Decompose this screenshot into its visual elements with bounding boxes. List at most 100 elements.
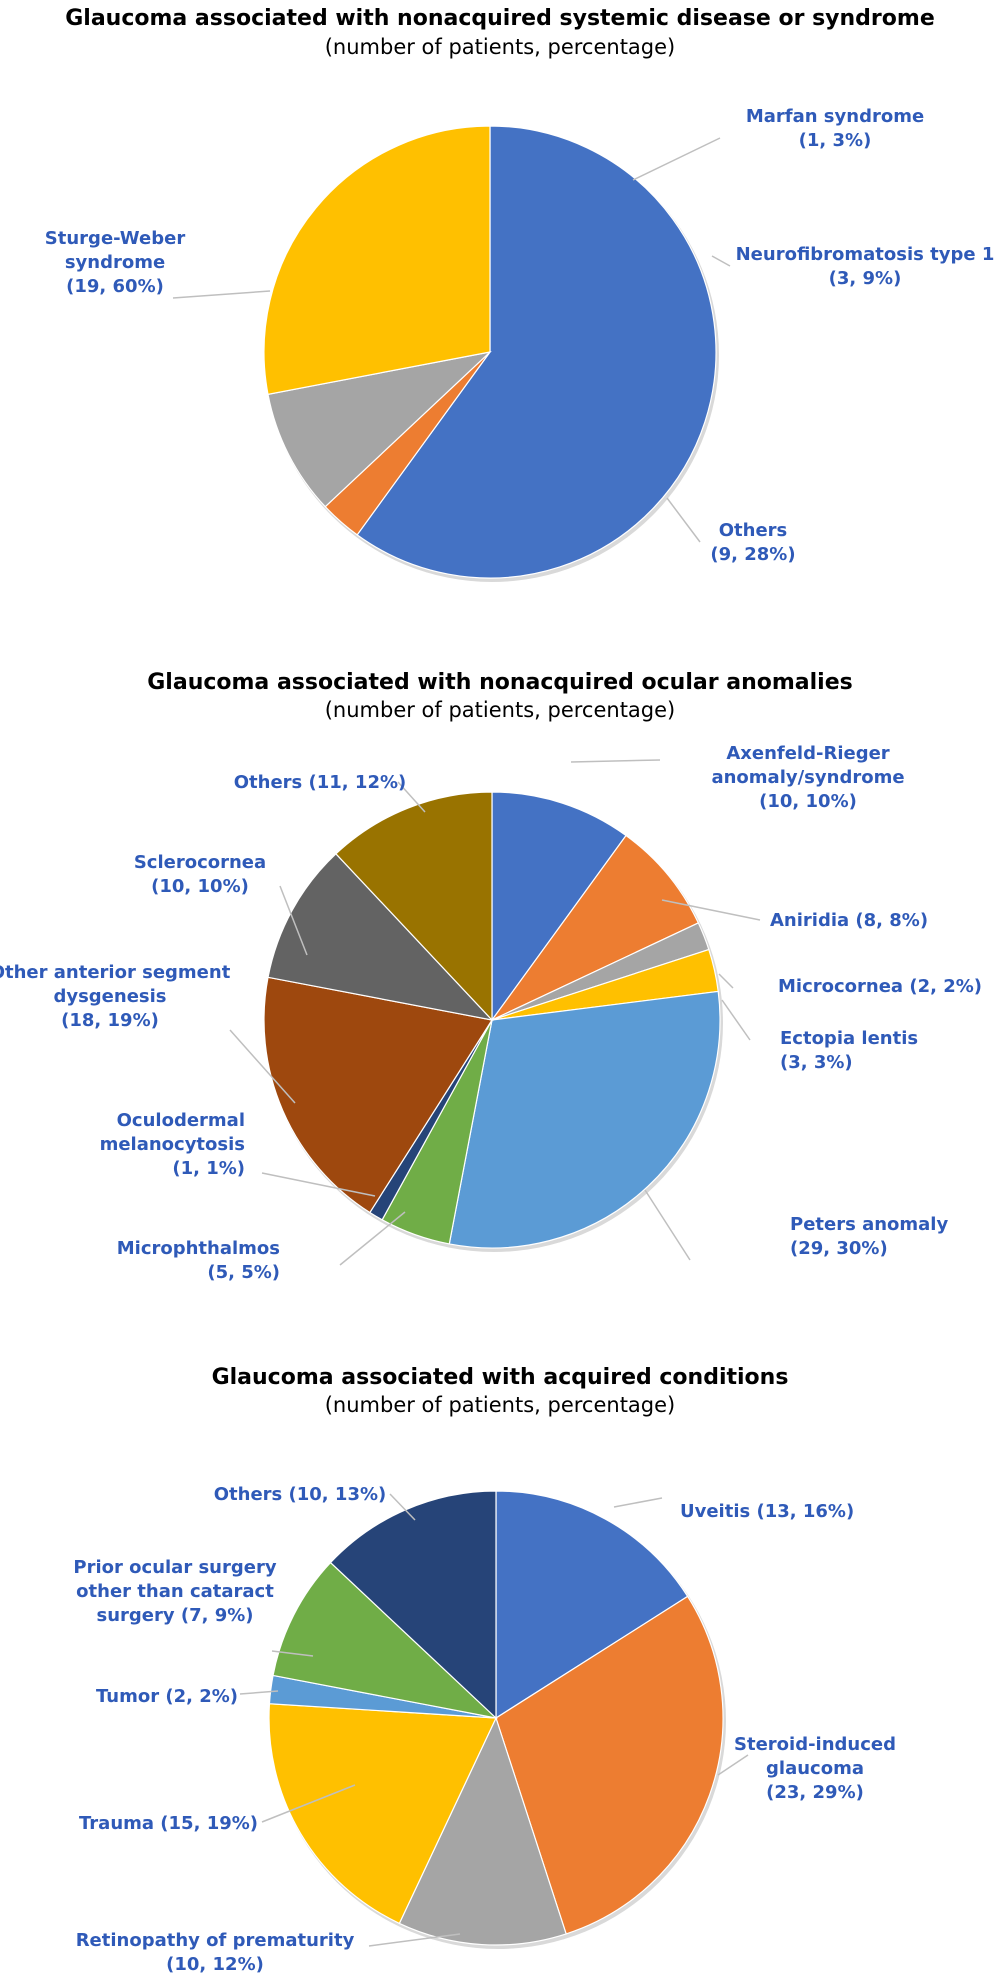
slice-label-line: Prior ocular surgery (73, 1557, 276, 1578)
slice-label-line: (1, 3%) (799, 130, 872, 151)
chart-3-title: Glaucoma associated with acquired condit… (211, 1365, 789, 1390)
slice-label-line: (29, 30%) (790, 1238, 888, 1259)
slice-label-line: (10, 10%) (759, 791, 857, 812)
leader-line-2 (717, 1754, 749, 1776)
slice-label-line: Other anterior segment (0, 962, 231, 983)
leader-line-1 (570, 759, 661, 763)
chart-2: Glaucoma associated with nonacquired ocu… (0, 660, 1000, 1320)
slice-label-1: Sturge-Weber syndrome (19, 60%) (45, 228, 186, 297)
slice-label-7: Oculodermal melanocytosis (1, 1%) (100, 1110, 245, 1179)
slice-label-line: Marfan syndrome (746, 106, 924, 127)
slice-label-line: Uveitis (13, 16%) (680, 1501, 854, 1522)
chart-2-subtitle: (number of patients, percentage) (324, 698, 676, 722)
pie-slice-9 (267, 852, 494, 1021)
slice-label-line: Axenfeld-Rieger (726, 743, 889, 764)
leader-line-6 (339, 1211, 406, 1266)
slice-label-line: (23, 29%) (766, 1782, 864, 1803)
slice-label-3: Retinopathy of prematurity (10, 12%) (76, 1930, 355, 1975)
slice-label-2: Marfan syndrome (1, 3%) (746, 106, 924, 151)
pie-slice-2 (495, 1595, 724, 1935)
chart-2-title: Glaucoma associated with nonacquired ocu… (147, 670, 853, 695)
slice-label-line: Ectopia lentis (780, 1028, 918, 1049)
slice-label-8: Other anterior segment dysgenesis (18, 19%… (0, 962, 231, 1031)
leader-line-5 (239, 1690, 279, 1695)
slice-label-10: Others (11, 12%) (234, 772, 406, 793)
leader-line-5 (644, 1189, 691, 1261)
slice-label-1: Uveitis (13, 16%) (680, 1501, 854, 1522)
slice-label-2: Steroid-induced glaucoma (23, 29%) (734, 1734, 896, 1803)
slice-label-4: Trauma (15, 19%) (79, 1813, 258, 1834)
leader-line-1 (613, 1497, 663, 1508)
slice-label-2: Aniridia (8, 8%) (770, 910, 928, 931)
chart-3-pie: Uveitis (13, 16%) Steroid-induced glaucoma… (73, 1484, 896, 1975)
slice-label-line: (5, 5%) (207, 1262, 280, 1283)
slice-label-5: Tumor (2, 2%) (96, 1686, 238, 1707)
slice-label-line: (9, 28%) (710, 544, 795, 565)
slice-label-9: Sclerocornea (10, 10%) (134, 852, 266, 897)
leader-line-4 (721, 999, 751, 1041)
slice-label-line: Neurofibromatosis type 1 (736, 244, 995, 265)
pie-slice-4 (268, 1703, 497, 1925)
pie-slice-3 (398, 1716, 567, 1946)
pie-slice-3 (267, 351, 492, 508)
slice-label-line: Peters anomaly (790, 1214, 948, 1235)
chart-1: Glaucoma associated with nonacquired sys… (0, 0, 1000, 640)
slice-label-3: Neurofibromatosis type 1 (3, 9%) (736, 244, 995, 289)
leader-line-10 (397, 781, 426, 813)
pie-slice-2 (491, 834, 700, 1021)
slice-label-line: syndrome (65, 252, 165, 273)
slice-label-line: Tumor (2, 2%) (96, 1686, 238, 1707)
slice-label-line: anomaly/syndrome (711, 767, 904, 788)
pie-slice-10 (335, 791, 493, 1022)
leader-line-4 (261, 1784, 356, 1823)
leader-line-6 (271, 1650, 314, 1657)
slice-label-line: (18, 19%) (61, 1010, 159, 1031)
leader-line-8 (229, 1029, 296, 1104)
slice-label-line: Microcornea (2, 2%) (778, 976, 982, 997)
slice-label-line: surgery (7, 9%) (96, 1605, 253, 1626)
pie-slice-6 (272, 1561, 498, 1719)
slice-label-line: Steroid-induced (734, 1734, 896, 1755)
slice-label-1: Axenfeld-Rieger anomaly/syndrome (10, 10%) (711, 743, 904, 812)
slice-label-line: (19, 60%) (66, 276, 164, 297)
chart-2-pie: Axenfeld-Rieger anomaly/syndrome (10, 10%)… (0, 743, 982, 1283)
slice-label-line: (3, 9%) (829, 268, 902, 289)
chart-3-subtitle: (number of patients, percentage) (324, 1393, 676, 1417)
slice-label-line: (1, 1%) (172, 1158, 245, 1179)
pie-slice-1 (356, 125, 717, 579)
chart-1-pie: Sturge-Weber syndrome (19, 60%) Marfan synd… (45, 106, 995, 582)
pie-slice-8 (263, 976, 493, 1214)
slice-label-6: Microphthalmos (5, 5%) (117, 1238, 280, 1283)
chart-1-title: Glaucoma associated with nonacquired sys… (65, 6, 935, 31)
slice-label-line: (10, 12%) (166, 1954, 264, 1975)
pie-slice-4 (263, 125, 491, 396)
leader-line-3 (718, 973, 734, 989)
slice-label-line: (10, 10%) (151, 876, 249, 897)
slice-label-line: Others (11, 12%) (234, 772, 406, 793)
pie-slice-1 (491, 791, 627, 1022)
leader-line-2 (632, 137, 721, 181)
slice-label-line: (3, 3%) (780, 1052, 853, 1073)
chart-1-subtitle: (number of patients, percentage) (324, 35, 676, 59)
slice-label-line: other than cataract (76, 1581, 274, 1602)
slice-label-line: Others (10, 13%) (214, 1484, 386, 1505)
slice-label-3: Microcornea (2, 2%) (778, 976, 982, 997)
slice-label-4: Others (9, 28%) (710, 520, 795, 565)
slice-label-line: dysgenesis (53, 986, 166, 1007)
slice-label-line: Aniridia (8, 8%) (770, 910, 928, 931)
slice-label-line: Sclerocornea (134, 852, 266, 873)
slice-label-4: Ectopia lentis (3, 3%) (780, 1028, 918, 1073)
slice-label-line: Microphthalmos (117, 1238, 280, 1259)
slice-label-line: melanocytosis (100, 1134, 245, 1155)
slice-label-7: Others (10, 13%) (214, 1484, 386, 1505)
pie-slice-1 (495, 1490, 689, 1720)
slice-label-line: Others (719, 520, 788, 541)
slice-label-6: Prior ocular surgery other than cataract s… (73, 1557, 276, 1626)
leader-line-1 (172, 290, 271, 299)
slice-label-line: Trauma (15, 19%) (79, 1813, 258, 1834)
slice-label-5: Peters anomaly (29, 30%) (790, 1214, 948, 1259)
leader-line-3 (368, 1933, 461, 1947)
leader-line-2 (661, 899, 761, 921)
slice-label-line: Retinopathy of prematurity (76, 1930, 355, 1951)
pie-slice-5 (448, 990, 721, 1249)
